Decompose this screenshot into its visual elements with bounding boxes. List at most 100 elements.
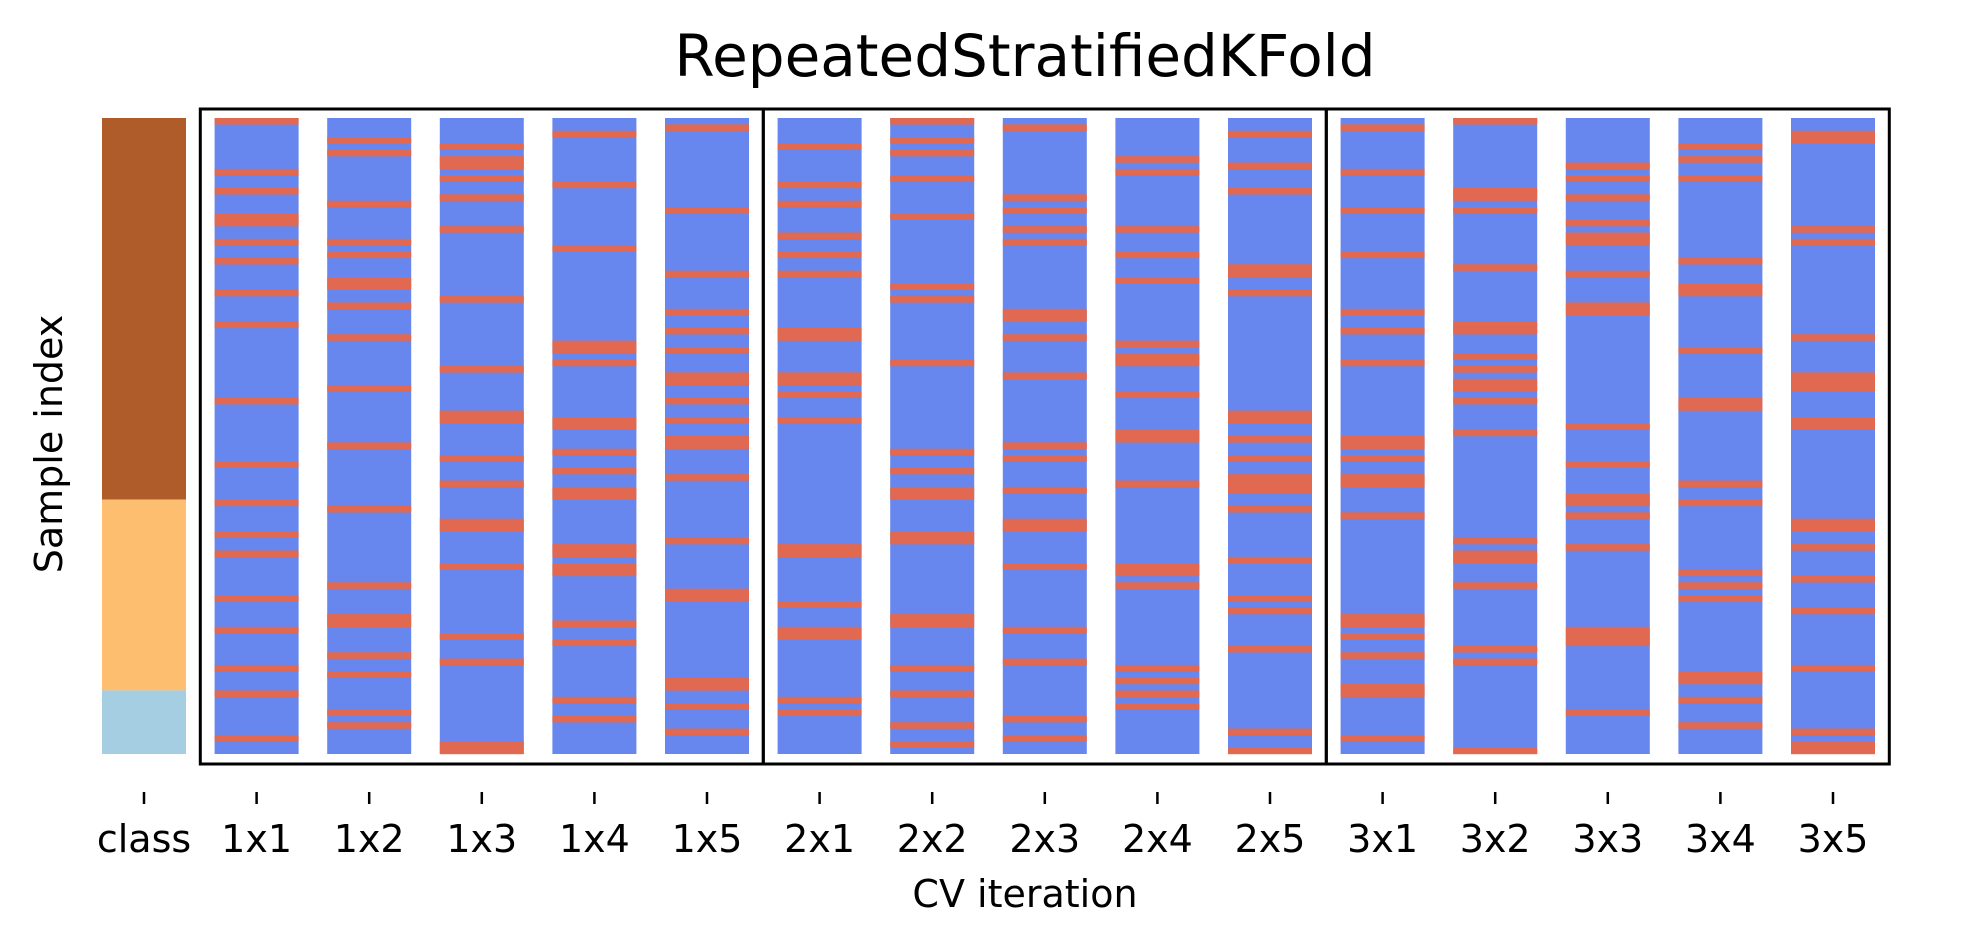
test-sample xyxy=(1565,238,1650,246)
test-sample xyxy=(1228,556,1312,564)
test-sample xyxy=(777,334,862,341)
test-sample xyxy=(1453,658,1538,666)
test-sample xyxy=(552,245,637,252)
test-sample xyxy=(1340,690,1425,697)
test-sample xyxy=(890,175,975,182)
test-sample xyxy=(327,302,412,309)
test-sample xyxy=(439,416,524,424)
test-sample xyxy=(552,340,637,348)
test-sample xyxy=(327,277,412,284)
test-sample xyxy=(1565,194,1650,201)
test-sample xyxy=(552,563,637,570)
test-sample xyxy=(552,486,637,494)
test-sample xyxy=(1791,525,1875,532)
test-sample xyxy=(439,143,524,150)
test-sample xyxy=(1115,340,1200,348)
test-sample xyxy=(439,194,524,201)
test-sample xyxy=(665,728,749,736)
test-sample xyxy=(1228,289,1312,297)
x-axis-label: CV iteration xyxy=(912,872,1137,916)
test-sample xyxy=(552,493,637,500)
test-sample xyxy=(1678,499,1763,507)
test-sample xyxy=(777,626,862,634)
test-sample xyxy=(1453,378,1538,386)
test-sample xyxy=(552,467,637,475)
test-sample xyxy=(890,493,975,500)
column-class xyxy=(102,118,186,754)
test-sample xyxy=(327,442,412,449)
column-2x1 xyxy=(777,118,862,754)
test-sample xyxy=(1340,168,1425,176)
test-sample xyxy=(1340,327,1425,335)
cv-columns xyxy=(102,118,1875,755)
test-sample xyxy=(1565,512,1650,519)
column-1x5 xyxy=(665,118,749,754)
test-sample xyxy=(1678,595,1763,602)
train-block xyxy=(327,118,412,754)
test-sample xyxy=(1228,410,1312,418)
test-sample xyxy=(777,372,862,379)
test-sample xyxy=(552,569,637,577)
test-sample xyxy=(214,531,299,538)
column-3x2 xyxy=(1453,118,1538,755)
test-sample xyxy=(1115,664,1200,672)
test-sample xyxy=(214,213,299,220)
x-tick-label: 2x1 xyxy=(784,817,855,861)
test-sample xyxy=(1453,264,1538,271)
test-sample xyxy=(1115,703,1200,710)
test-sample xyxy=(777,143,862,150)
test-sample xyxy=(1453,537,1538,545)
test-sample xyxy=(552,346,637,354)
test-sample xyxy=(1565,175,1650,182)
test-sample xyxy=(890,664,975,672)
test-sample xyxy=(890,531,975,538)
test-sample xyxy=(777,416,862,424)
test-sample xyxy=(327,505,412,513)
test-sample xyxy=(1453,194,1538,201)
test-sample xyxy=(1565,162,1650,170)
test-sample xyxy=(1002,486,1087,494)
test-sample xyxy=(327,149,412,157)
test-sample xyxy=(1678,480,1763,488)
x-tick-label: 3x3 xyxy=(1572,817,1643,861)
test-sample xyxy=(1791,747,1875,755)
test-sample xyxy=(665,327,749,335)
test-sample xyxy=(327,614,412,621)
test-sample xyxy=(1791,334,1875,341)
test-sample xyxy=(1565,219,1650,227)
test-sample xyxy=(777,601,862,608)
test-sample xyxy=(665,416,749,424)
test-sample xyxy=(439,525,524,532)
test-sample xyxy=(890,296,975,303)
test-sample xyxy=(890,149,975,157)
test-sample xyxy=(1791,416,1875,424)
column-3x3 xyxy=(1565,118,1650,754)
test-sample xyxy=(1678,257,1763,265)
test-sample xyxy=(327,385,412,392)
test-sample xyxy=(214,734,299,742)
test-sample xyxy=(890,537,975,545)
test-sample xyxy=(1565,308,1650,316)
test-sample xyxy=(1228,455,1312,462)
x-tick-label: 2x5 xyxy=(1235,817,1306,861)
test-sample xyxy=(1453,556,1538,564)
test-sample xyxy=(439,455,524,462)
x-tick-label: 3x1 xyxy=(1347,817,1418,861)
train-block xyxy=(1565,118,1650,754)
test-sample xyxy=(214,550,299,558)
test-sample xyxy=(1340,436,1425,443)
test-sample xyxy=(1228,162,1312,170)
test-sample xyxy=(214,238,299,246)
test-sample xyxy=(1791,575,1875,583)
test-sample xyxy=(1115,277,1200,284)
test-sample xyxy=(214,187,299,195)
test-sample xyxy=(1565,270,1650,278)
test-sample xyxy=(439,563,524,570)
test-sample xyxy=(1791,372,1875,379)
test-sample xyxy=(890,283,975,290)
test-sample xyxy=(1002,626,1087,634)
test-sample xyxy=(327,283,412,290)
test-sample xyxy=(439,658,524,666)
test-sample xyxy=(890,448,975,456)
